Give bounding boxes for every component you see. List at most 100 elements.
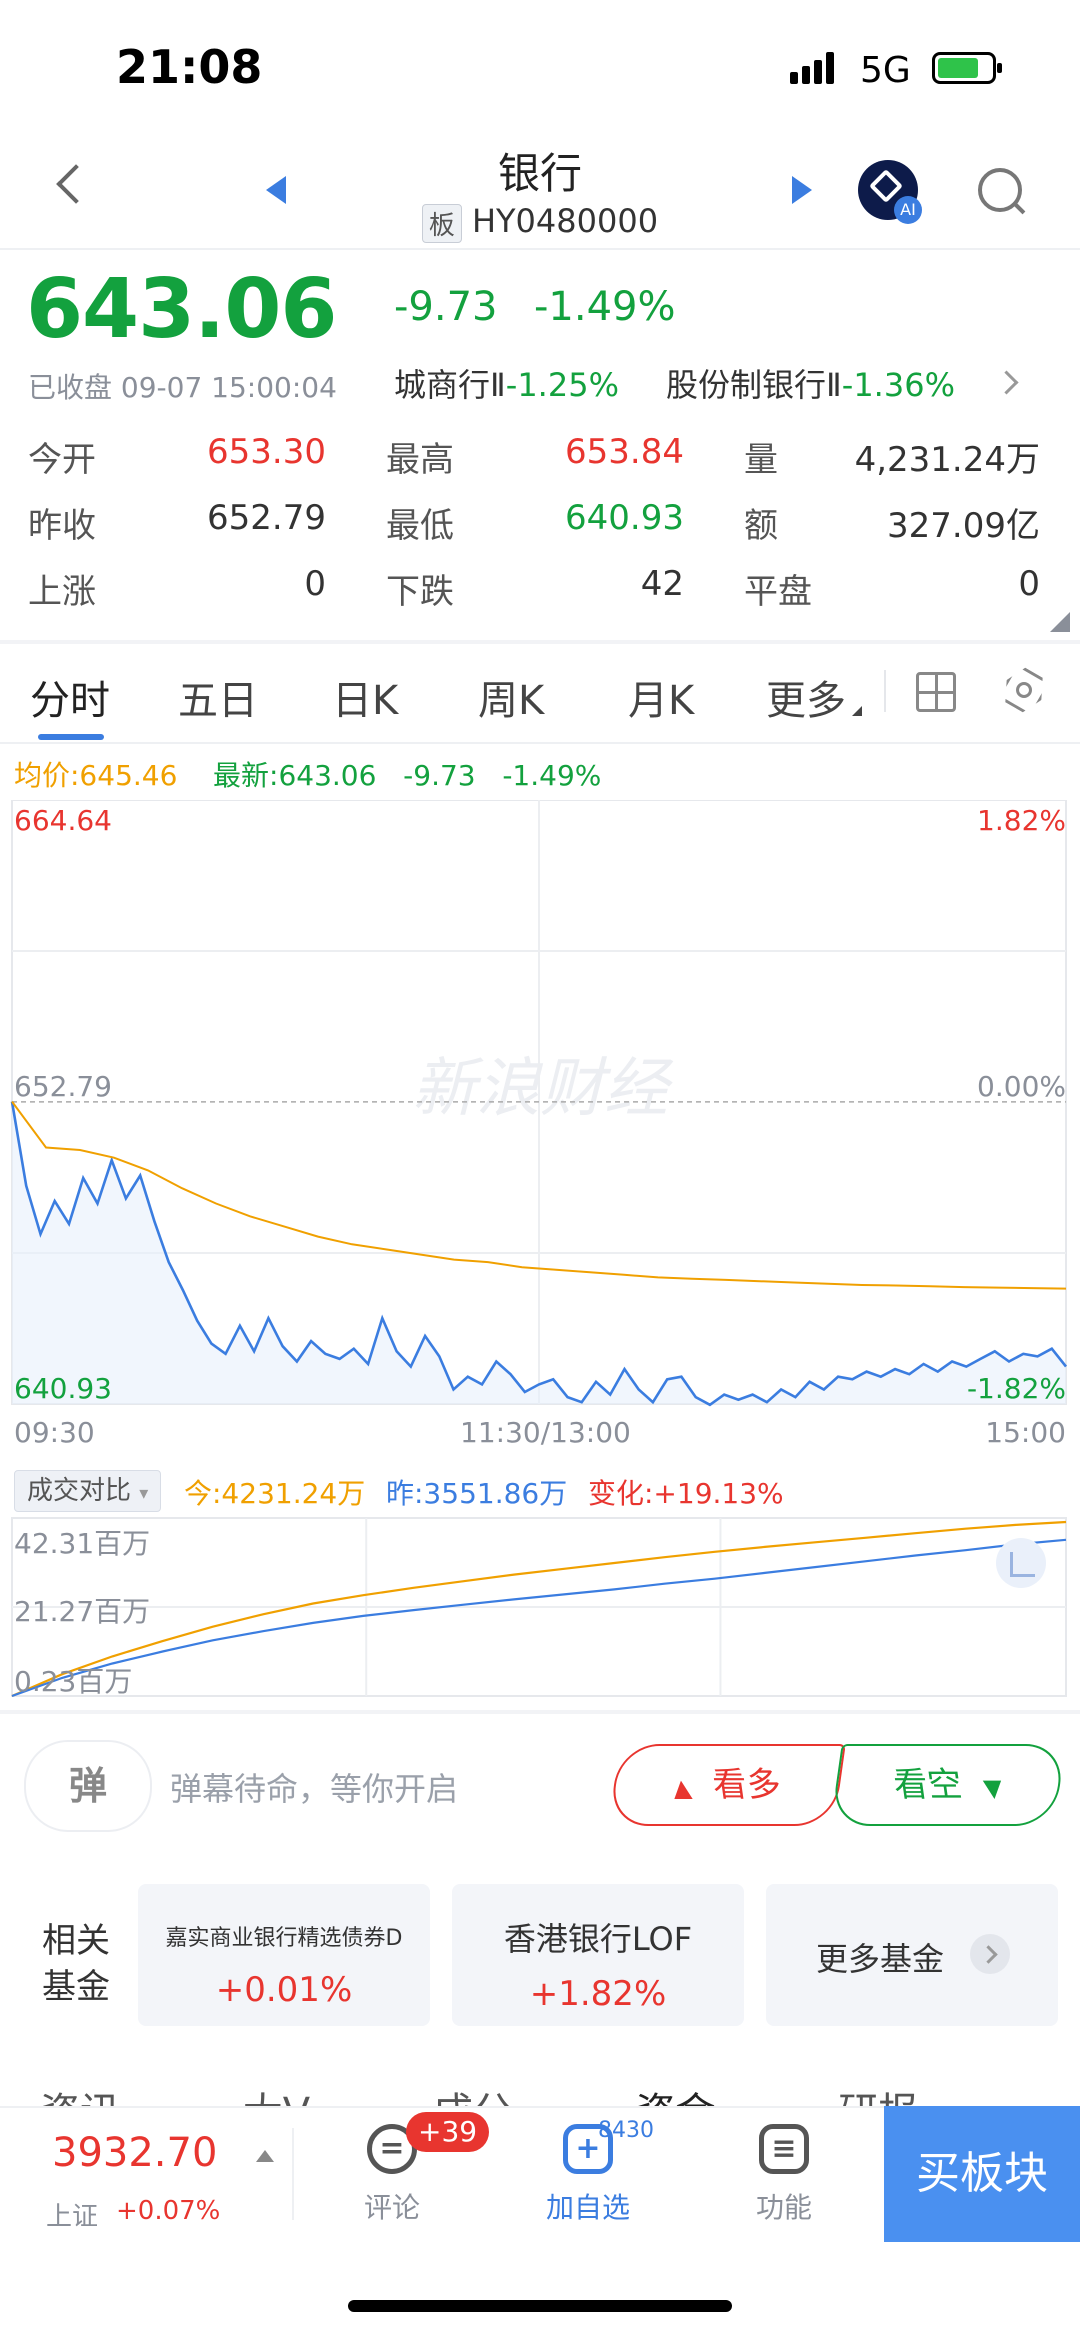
volume-compare-dropdown[interactable]: 成交对比 ▾ — [14, 1470, 162, 1512]
prev-close-label: 昨收 — [28, 506, 96, 546]
chevron-right-icon[interactable] — [994, 370, 1019, 395]
active-tab-indicator — [38, 734, 104, 740]
bearish-label: 看空 — [890, 1765, 965, 1805]
related-board-name: 城商行Ⅱ — [394, 366, 506, 404]
vol-y-min-label: 0.23百万 — [14, 1665, 133, 1698]
avg-price-line — [11, 1101, 1067, 1290]
index-up-icon — [256, 2150, 274, 2162]
grid-layout-icon[interactable] — [916, 672, 956, 712]
expand-corner-icon[interactable] — [1050, 612, 1070, 632]
related-board-pct: -1.36% — [841, 366, 955, 404]
up-arrow-icon: ▲ — [670, 1774, 694, 1802]
volume-label: 量 — [744, 440, 778, 480]
add-watchlist-icon: + — [563, 2124, 613, 2174]
home-indicator — [348, 2300, 732, 2312]
market-status: 已收盘 09-07 15:00:04 — [28, 371, 337, 404]
bearish-button[interactable]: 看空 ▼ — [830, 1744, 1066, 1826]
volume-change: 变化:+19.13% — [588, 1477, 784, 1510]
tab-weekly-k[interactable]: 周K — [478, 678, 545, 724]
fund-name: 嘉实商业银行精选债券D — [165, 1926, 403, 1951]
price-change-pct: -1.49% — [534, 284, 676, 330]
tab-five-day[interactable]: 五日 — [178, 678, 258, 724]
vol-y-mid-label: 21.27百万 — [14, 1595, 151, 1628]
flat-count-value: 0 — [1018, 564, 1040, 604]
low-label: 最低 — [386, 506, 454, 546]
network-label: 5G — [860, 50, 911, 91]
index-value[interactable]: 3932.70 — [52, 2130, 218, 2176]
more-funds-label: 更多基金 — [816, 1940, 945, 1978]
bullish-label: 看多 — [710, 1765, 784, 1805]
functions-label: 功能 — [755, 2191, 812, 2224]
prev-board-icon[interactable] — [266, 176, 286, 204]
yesterday-volume: 昨:3551.86万 — [386, 1477, 568, 1510]
settings-icon-core — [1016, 682, 1032, 698]
chart-legend: 均价:645.46 最新:643.06 -9.73 -1.49% — [14, 754, 601, 794]
tab-monthly-k[interactable]: 月K — [628, 678, 695, 724]
add-watchlist-button[interactable]: + 加自选 — [528, 2124, 648, 2226]
buy-board-button[interactable]: 买板块 — [884, 2106, 1080, 2242]
y-min-label: 640.93 — [14, 1372, 112, 1405]
related-funds-label-line1: 相关 — [42, 1921, 110, 1961]
board-code-text: HY0480000 — [471, 202, 659, 240]
related-board-pct: -1.25% — [505, 366, 619, 404]
fund-card[interactable]: 香港银行LOF +1.82% — [452, 1884, 744, 2026]
fund-pct: +0.01% — [215, 1970, 353, 2010]
related-board-2[interactable]: 股份制银行Ⅱ-1.36% — [666, 360, 955, 406]
vol-y-max-label: 42.31百万 — [14, 1527, 151, 1560]
next-board-icon[interactable] — [792, 176, 812, 204]
comment-count-badge: +39 — [406, 2112, 490, 2152]
related-funds-label-line2: 基金 — [42, 1967, 110, 2007]
legend-change: -9.73 — [403, 759, 476, 792]
y-max-pct-label: 1.82% — [977, 804, 1066, 837]
high-label: 最高 — [386, 440, 454, 480]
volume-compare-chart — [11, 1517, 1067, 1698]
latest-price-legend: 最新:643.06 — [213, 759, 377, 792]
intraday-chart[interactable]: 新浪财经 — [0, 800, 1080, 1440]
down-count-label: 下跌 — [386, 572, 454, 612]
functions-button[interactable]: ≡ 功能 — [724, 2124, 844, 2226]
tab-daily-k[interactable]: 日K — [332, 678, 399, 724]
status-time: 21:08 — [116, 40, 263, 94]
danmaku-toggle-icon[interactable]: 弹 — [24, 1740, 152, 1832]
y-min-pct-label: -1.82% — [966, 1372, 1066, 1405]
tab-intraday[interactable]: 分时 — [30, 678, 110, 724]
y-zero-pct-label: 0.00% — [977, 1070, 1066, 1103]
prev-close-value: 652.79 — [207, 498, 326, 538]
tab-separator — [884, 670, 886, 712]
bottom-divider — [292, 2128, 294, 2220]
volume-compare-label: 成交对比 — [27, 1476, 132, 1506]
up-count-value: 0 — [304, 564, 326, 604]
ai-badge: AI — [894, 196, 922, 224]
board-tag: 板 — [421, 203, 462, 243]
ai-assistant-icon[interactable]: AI — [858, 160, 922, 224]
low-value: 640.93 — [565, 498, 684, 538]
chevron-right-icon — [970, 1934, 1010, 1974]
volume-value: 4,231.24万 — [854, 440, 1040, 480]
price-change: -9.73 — [394, 284, 498, 330]
bullish-button[interactable]: ▲ 看多 — [608, 1744, 846, 1826]
fund-pct: +1.82% — [529, 1974, 667, 2014]
search-icon[interactable] — [978, 168, 1022, 212]
related-board-name: 股份制银行Ⅱ — [666, 366, 842, 404]
tab-more[interactable]: 更多 — [766, 678, 846, 724]
add-watchlist-label: 加自选 — [545, 2191, 630, 2224]
more-funds-card[interactable]: 更多基金 — [766, 1884, 1058, 2026]
fund-name: 香港银行LOF — [503, 1920, 693, 1958]
fullscreen-icon[interactable] — [996, 1538, 1046, 1588]
fund-card[interactable]: 嘉实商业银行精选债券D +0.01% — [138, 1884, 430, 2026]
index-name: 上证 — [46, 2202, 99, 2232]
amount-label: 额 — [744, 506, 778, 546]
down-arrow-icon: ▼ — [981, 1774, 1004, 1802]
price-area-fill — [12, 1101, 1066, 1405]
amount-value: 327.09亿 — [887, 506, 1040, 546]
price-line — [10, 1101, 1068, 1407]
page-title: 银行 — [497, 149, 582, 198]
y-max-label: 664.64 — [14, 804, 112, 837]
danmaku-placeholder[interactable]: 弹幕待命，等你开启 — [170, 1770, 459, 1808]
open-label: 今开 — [28, 440, 96, 480]
up-count-label: 上涨 — [28, 572, 96, 612]
y-prev-close-label: 652.79 — [14, 1070, 112, 1103]
today-volume: 今:4231.24万 — [184, 1477, 366, 1510]
dropdown-caret-icon: ▾ — [139, 1483, 149, 1504]
related-board-1[interactable]: 城商行Ⅱ-1.25% — [394, 360, 619, 406]
